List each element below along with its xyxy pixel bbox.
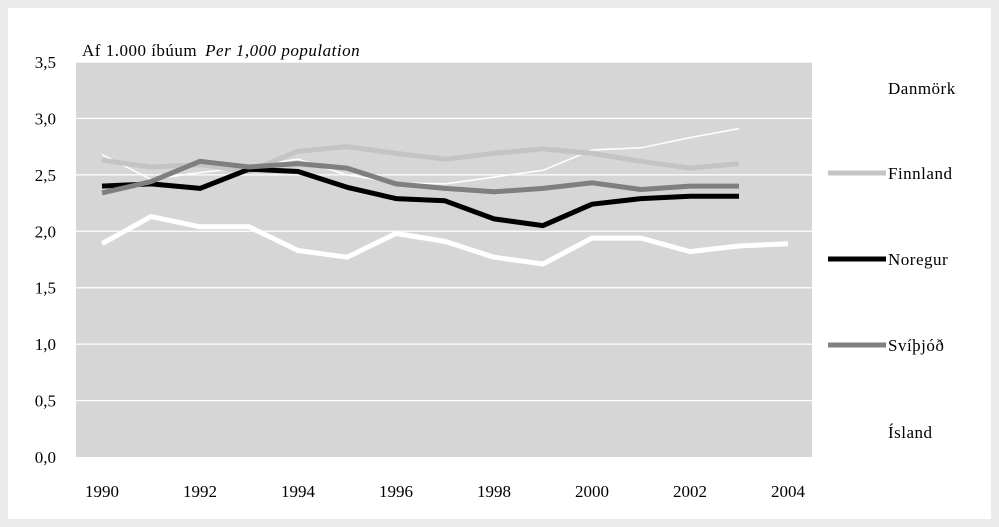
x-tick-label: 1994 [281, 482, 316, 501]
x-tick-label: 2000 [575, 482, 609, 501]
gridlines [76, 61, 812, 402]
y-axis-ticks: 0,0 0,5 1,0 1,5 2,0 2,5 3,0 3,5 [35, 53, 56, 467]
y-tick-label: 3,0 [35, 109, 56, 128]
x-tick-label: 1990 [85, 482, 119, 501]
series-line-ísland [100, 214, 789, 267]
legend: Danmörk Finnland Noregur Svíþjóð Ísland [828, 79, 956, 442]
legend-label: Danmörk [888, 79, 956, 98]
legend-label: Ísland [888, 423, 933, 442]
legend-label: Noregur [888, 250, 948, 269]
plot-area [76, 62, 812, 457]
unit-label-is: Af 1.000 íbúum [82, 41, 197, 60]
unit-label: Af 1.000 íbúum Per 1,000 population [82, 41, 360, 60]
legend-label: Finnland [888, 164, 952, 183]
y-tick-label: 2,0 [35, 222, 56, 241]
series-layer [100, 127, 789, 267]
series-line-danmörk [101, 127, 740, 185]
legend-label: Svíþjóð [888, 336, 944, 355]
y-tick-label: 1,0 [35, 335, 56, 354]
x-axis-ticks: 1990 1992 1994 1996 1998 2000 2002 2004 [85, 482, 806, 501]
x-tick-label: 1992 [183, 482, 217, 501]
y-tick-label: 2,5 [35, 166, 56, 185]
unit-label-en: Per 1,000 population [204, 41, 360, 60]
y-tick-label: 0,5 [35, 392, 56, 411]
series-line-finnland [101, 144, 740, 174]
x-tick-label: 2004 [771, 482, 806, 501]
x-tick-label: 1996 [379, 482, 413, 501]
series-line-svíþjóð [101, 158, 739, 196]
y-tick-label: 0,0 [35, 448, 56, 467]
y-tick-label: 3,5 [35, 53, 56, 72]
x-tick-label: 1998 [477, 482, 511, 501]
x-tick-label: 2002 [673, 482, 707, 501]
series-line-noregur [101, 166, 739, 229]
y-tick-label: 1,5 [35, 279, 56, 298]
